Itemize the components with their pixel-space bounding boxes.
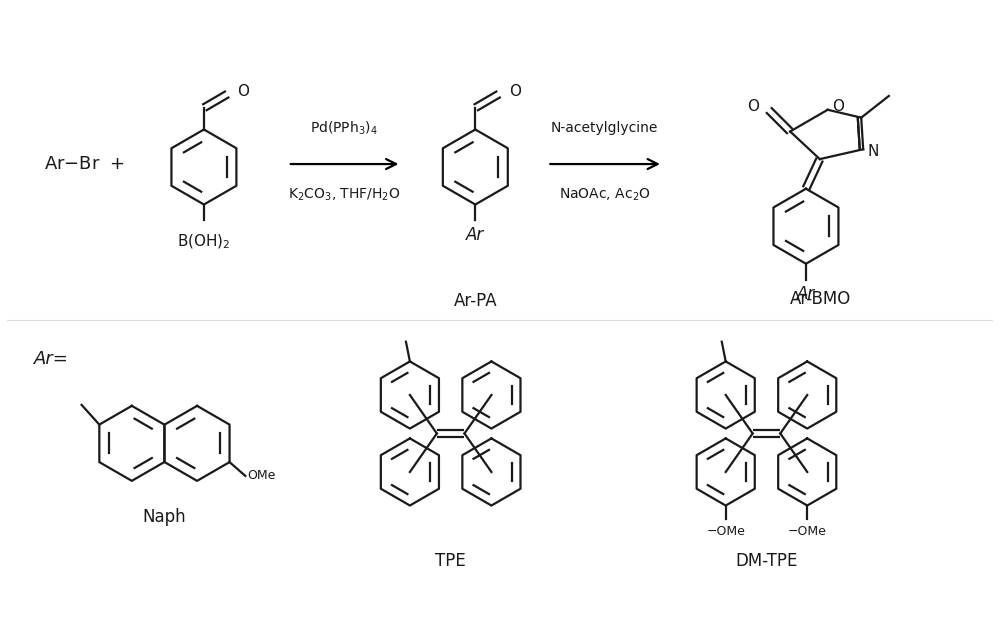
Text: −OMe: −OMe <box>706 525 745 538</box>
Text: K$_2$CO$_3$, THF/H$_2$O: K$_2$CO$_3$, THF/H$_2$O <box>288 187 400 203</box>
Text: TPE: TPE <box>435 552 466 570</box>
Text: N: N <box>867 144 879 159</box>
Text: Ar: Ar <box>797 285 815 304</box>
Text: O: O <box>237 84 249 98</box>
Text: Pd(PPh$_3$)$_4$: Pd(PPh$_3$)$_4$ <box>310 120 378 137</box>
Text: O: O <box>833 100 845 114</box>
Text: O: O <box>748 100 760 114</box>
Text: DM-TPE: DM-TPE <box>735 552 798 570</box>
Text: OMe: OMe <box>247 470 276 482</box>
Text: Naph: Naph <box>143 507 186 526</box>
Text: Ar: Ar <box>466 226 484 244</box>
Text: O: O <box>509 84 521 98</box>
Text: N-acetylglycine: N-acetylglycine <box>551 121 658 135</box>
Text: B(OH)$_2$: B(OH)$_2$ <box>177 232 231 251</box>
Text: Ar-BMO: Ar-BMO <box>790 290 851 308</box>
Text: NaOAc, Ac$_2$O: NaOAc, Ac$_2$O <box>559 187 650 203</box>
Text: Ar=: Ar= <box>34 350 69 369</box>
Text: −OMe: −OMe <box>788 525 827 538</box>
Text: Ar-PA: Ar-PA <box>454 292 497 310</box>
Text: Ar$-$Br  +: Ar$-$Br + <box>44 155 125 173</box>
